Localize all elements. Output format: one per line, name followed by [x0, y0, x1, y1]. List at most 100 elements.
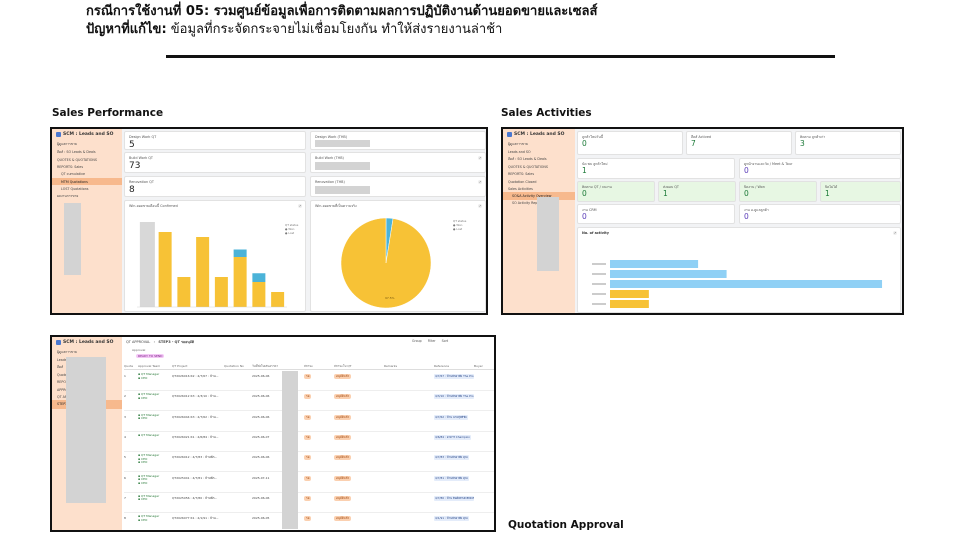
table-row[interactable]: 7 ▪ QT Manager ▪ CEO QT2025056 : 4/7/80 : บ…: [124, 493, 494, 513]
toolbar: Group Filter Sort: [412, 339, 448, 343]
sidebar-item[interactable]: Leads and SO: [508, 149, 531, 154]
qt-status-pill: อนุมัติแล้ว: [334, 414, 352, 420]
activity-card[interactable]: ลีดส์ Actived 7: [686, 131, 792, 155]
redacted-block: [282, 371, 298, 529]
category-tick-label: [592, 293, 606, 295]
sidebar-item[interactable]: ลีดส์ : SO Leads & Deals: [508, 156, 547, 161]
status-pill: รอ: [304, 374, 312, 379]
column-header[interactable]: Quotation No: [224, 364, 244, 368]
bar-lost: [252, 273, 266, 282]
activity-card[interactable]: ดูหน้างานและวัด / Meet & Tour 0: [739, 158, 901, 179]
sidebar-item[interactable]: Sales Activities: [508, 186, 533, 191]
kpi-card[interactable]: Design Work QT 5: [124, 131, 306, 150]
activity-card[interactable]: ปิดไม่ได้ 1: [820, 181, 901, 202]
sidebar-item[interactable]: Quotation Closed: [508, 179, 537, 184]
table-row[interactable]: 5 ▪ QT Manager ▪ CEO ▪ CEO QT2026012 : 4/7/8…: [124, 452, 494, 473]
sidebar-item[interactable]: QT cumulative: [61, 172, 85, 177]
activity-card[interactable]: ปิดงาน / Won 0: [739, 181, 817, 202]
activity-card[interactable]: นัด พบ ลูกค้าใหม่ 1: [577, 158, 735, 179]
table-row[interactable]: 8 ▪ QT Manager ▪ CEO QT2026077 R1 : 4/1/91 …: [124, 513, 494, 530]
table-row[interactable]: 2 ▪ QT Manager ▪ CEO QT2026012 R3 : 4/3/10 …: [124, 391, 494, 412]
reference-bar: [139, 222, 155, 307]
column-header[interactable]: วันที่ส่งใบเสนอราคา: [252, 364, 279, 368]
pie-chart: [340, 217, 432, 309]
status-pill: รอ: [304, 495, 312, 501]
kpi-card[interactable]: Build Work QT 73: [124, 152, 306, 173]
sidebar-item[interactable]: Quotes: [57, 373, 69, 378]
sidebar-item[interactable]: REPORTS: Sales: [57, 165, 84, 170]
sort-button[interactable]: Sort: [441, 339, 449, 343]
sidebar-item[interactable]: QUOTES & QUOTATIONS: [57, 157, 97, 162]
expand-icon[interactable]: ↗: [478, 204, 482, 208]
more-icon[interactable]: ↗: [478, 156, 482, 160]
approval-team: ▪ QT Manager ▪ CEO: [138, 372, 160, 380]
column-header[interactable]: Approval Team: [138, 364, 161, 368]
activity-card[interactable]: ลูกค้าใหม่วันนี้ 0: [577, 131, 683, 155]
table-header: Quote Approval Team QT Project Quotation No…: [124, 362, 494, 370]
sidebar-item[interactable]: SO Activity Report: [512, 201, 543, 206]
expand-icon[interactable]: ↗: [298, 204, 302, 208]
more-icon[interactable]: ↗: [478, 180, 482, 184]
problem-statement: ปัญหาที่แก้ไข: ข้อมูลที่กระจัดกระจายไม่เ…: [86, 22, 503, 37]
table-row[interactable]: 3 ▪ QT Manager ▪ CEO QT2026044 R3 : 4/7/62 …: [124, 412, 494, 432]
sidebar-item[interactable]: REPORTS: [57, 380, 73, 385]
activity-card[interactable]: ส่งมอบ QT 1: [658, 181, 736, 202]
column-header[interactable]: Buyer: [474, 364, 483, 368]
sidebar-item[interactable]: ผลงานการขาย: [57, 193, 79, 198]
kpi-card[interactable]: Design Work (THB): [310, 131, 486, 150]
kpi-card[interactable]: Renovation QT 8: [124, 176, 306, 197]
sales-performance-screenshot: SCM : Leads and SO ผู้ดูแลการขาย ลีดส์ :…: [50, 127, 488, 315]
qt-project: QT2026016 R2 : 4/7/67 : บ้าน...: [172, 374, 219, 378]
sidebar-item[interactable]: REPORTS: Sales: [508, 172, 535, 177]
row-number: 7: [124, 495, 126, 500]
column-header[interactable]: สถานะใบ QT: [334, 364, 352, 368]
activity-card[interactable]: ติดตาม QT / จบงาน 0: [577, 181, 655, 202]
activity-bar: [610, 260, 699, 268]
activity-bar: [610, 290, 649, 298]
sidebar-item[interactable]: ลีดส์ : SO Leads & Deals: [57, 149, 96, 154]
table-row[interactable]: 4 ▪ QT Manager QT2026021 R1 : 4/6/84 : บ้า…: [124, 432, 494, 452]
bar-chart: [137, 222, 287, 308]
qt-project: QT2025041 : 4/7/81 : บ้านพัก...: [172, 475, 218, 480]
sidebar-item[interactable]: ผู้ดูแลการขาย: [508, 141, 528, 146]
legend-box: [588, 240, 648, 252]
column-header[interactable]: Remarks: [384, 364, 398, 368]
activity-bar-chart: [588, 240, 883, 308]
reference-chip: 4/7/80 : บ้าน ยินดีRESIDENCE: [434, 495, 474, 501]
expand-icon[interactable]: ↗: [893, 231, 897, 235]
approval-team: ▪ QT Manager ▪ CEO ▪ CEO: [138, 453, 160, 465]
qt-project: QT2026044 R3 : 4/7/62 : บ้าน...: [172, 414, 219, 419]
reference-chip: 4/7/62 : บ้าน นายสุทธิชัย: [434, 414, 468, 420]
sidebar-item[interactable]: ผู้ดูแลการขาย: [57, 349, 77, 354]
bar-won: [252, 282, 266, 307]
sidebar-item[interactable]: ผู้ดูแลการขาย: [57, 141, 77, 146]
chart-legend: QT status ● Won ● Lost: [285, 223, 299, 235]
sidebar-item-active[interactable]: SO&A Activity Overview: [503, 192, 575, 200]
kpi-card[interactable]: Renovation (THB) ↗: [310, 176, 486, 197]
activity-card[interactable]: งาน CRM 0: [577, 204, 735, 224]
group-badge[interactable]: READY TO SEND: [136, 354, 165, 358]
column-header[interactable]: Reference: [434, 364, 450, 368]
filter-button[interactable]: Filter: [427, 339, 436, 343]
sidebar-item-active[interactable]: MTM Quotations: [52, 177, 122, 186]
activity-card[interactable]: งาน อ.ดูแลลูกค้า 0: [739, 204, 901, 224]
qt-status-pill: อนุมัติแล้ว: [334, 455, 352, 461]
row-number: 8: [124, 516, 126, 521]
send-date: 2025-06-06: [252, 374, 270, 378]
column-header[interactable]: QT Project: [172, 364, 188, 368]
reference-chip: 4/7/67 : บ้านพักอาศัย The Pro: [434, 374, 474, 379]
sidebar-item[interactable]: ลีดส์: [57, 364, 64, 369]
sidebar: SCM : Leads and SO ผู้ดูแลการขาย Leads a…: [503, 129, 575, 313]
column-header[interactable]: สถานะ: [304, 364, 313, 368]
activity-card[interactable]: ติดตาม ลูกค้าเก่า 3: [795, 131, 901, 155]
kpi-card[interactable]: Build Work (THB) ↗: [310, 152, 486, 173]
column-header[interactable]: Quote: [124, 364, 134, 368]
chart-legend: QT status ● Won ● Lost: [453, 219, 467, 231]
group-button[interactable]: Group: [412, 339, 422, 343]
sidebar-item[interactable]: QUOTES & QUOTATIONS: [508, 165, 548, 170]
table-row[interactable]: 6 ▪ QT Manager ▪ CEO ▪ CEO QT2025041 : 4/7/8…: [124, 473, 494, 493]
row-number: 1: [124, 374, 126, 378]
sidebar-item[interactable]: LOST Quotations: [61, 186, 89, 191]
table-row[interactable]: 1 ▪ QT Manager ▪ CEO QT2026016 R2 : 4/7/67 …: [124, 371, 494, 391]
bar-won: [233, 257, 247, 307]
